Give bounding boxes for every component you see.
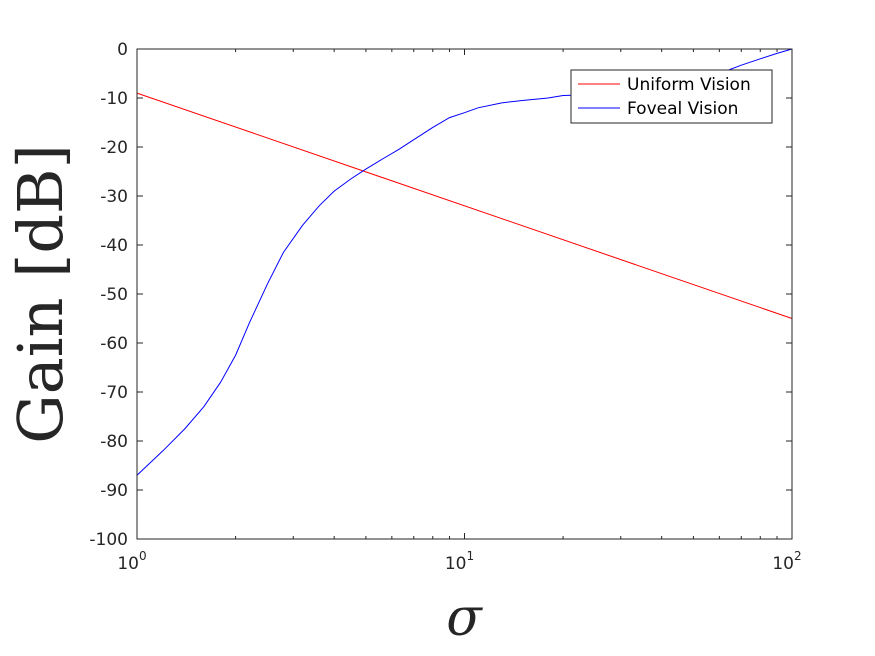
y-tick-label: -90 [100,481,128,501]
y-tick-label: -70 [100,383,128,403]
legend-label-foveal-vision: Foveal Vision [627,99,738,119]
legend: Uniform Vision Foveal Vision [570,69,773,124]
y-tick-label: 0 [117,40,128,60]
y-tick-label: -50 [100,285,128,305]
x-axis-label: σ [446,588,483,648]
y-tick-label: -80 [100,432,128,452]
x-tick-label: 100 [117,549,146,574]
legend-box [570,69,773,124]
x-tick-label: 101 [445,549,474,574]
y-tick-label: -30 [100,187,128,207]
y-tick-label: -100 [89,530,128,550]
y-tick-label: -60 [100,334,128,354]
x-tick-label: 102 [772,549,801,574]
y-tick-label: -40 [100,236,128,256]
y-tick-label: -20 [100,138,128,158]
legend-label-uniform-vision: Uniform Vision [627,75,751,95]
y-tick-label: -10 [100,89,128,109]
y-axis-label: Gain [dB] [4,144,77,444]
series-line-uniform-vision [136,92,793,319]
